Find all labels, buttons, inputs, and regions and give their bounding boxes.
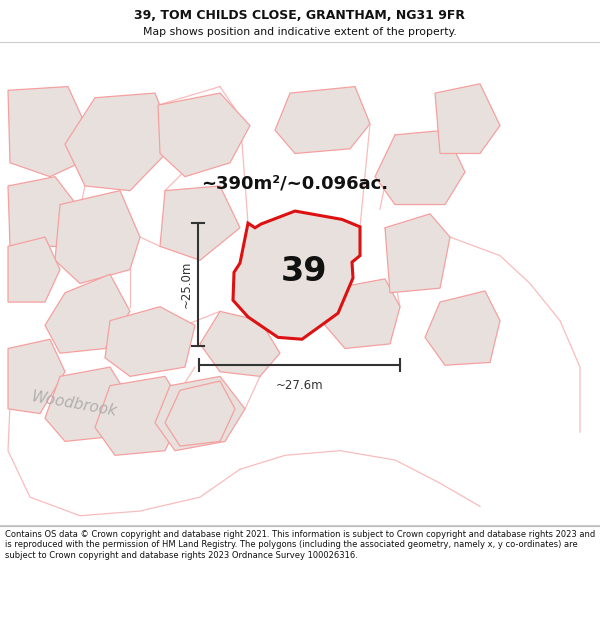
Polygon shape <box>155 376 245 451</box>
Polygon shape <box>8 177 80 246</box>
Polygon shape <box>158 93 250 177</box>
Text: ~25.0m: ~25.0m <box>179 261 193 308</box>
Polygon shape <box>233 211 360 339</box>
Polygon shape <box>385 214 450 292</box>
Text: Woodbrook: Woodbrook <box>30 389 118 419</box>
Polygon shape <box>200 311 280 376</box>
Polygon shape <box>435 84 500 154</box>
Text: 39, TOM CHILDS CLOSE, GRANTHAM, NG31 9FR: 39, TOM CHILDS CLOSE, GRANTHAM, NG31 9FR <box>134 9 466 22</box>
Polygon shape <box>55 191 140 284</box>
Polygon shape <box>325 279 400 349</box>
Polygon shape <box>8 237 60 302</box>
Text: Map shows position and indicative extent of the property.: Map shows position and indicative extent… <box>143 28 457 38</box>
Polygon shape <box>160 186 240 260</box>
Text: 39: 39 <box>280 256 327 288</box>
Polygon shape <box>425 291 500 365</box>
Polygon shape <box>8 339 65 414</box>
Polygon shape <box>65 93 175 191</box>
Text: ~27.6m: ~27.6m <box>275 379 323 392</box>
Polygon shape <box>45 367 130 441</box>
Text: ~390m²/~0.096ac.: ~390m²/~0.096ac. <box>202 174 389 192</box>
Polygon shape <box>165 381 235 446</box>
Polygon shape <box>375 130 465 204</box>
Polygon shape <box>105 307 195 376</box>
Polygon shape <box>8 87 90 177</box>
Text: Contains OS data © Crown copyright and database right 2021. This information is : Contains OS data © Crown copyright and d… <box>5 530 595 560</box>
Polygon shape <box>95 376 185 456</box>
Polygon shape <box>275 87 370 154</box>
Polygon shape <box>45 274 130 353</box>
